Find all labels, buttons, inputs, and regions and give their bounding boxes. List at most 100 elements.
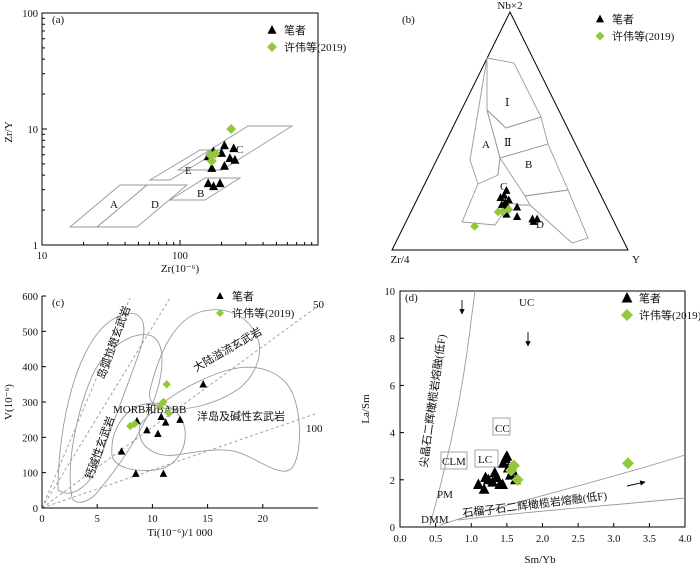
panel-b-field-i-label: Ⅰ — [505, 97, 509, 109]
panel-d-xtick-label-2: 1.0 — [465, 534, 478, 545]
panel-b-point-s1-3 — [470, 221, 480, 231]
panel-d-ytick-label-1: 2 — [390, 476, 395, 487]
panel-b-legend-marker-1 — [595, 31, 605, 41]
panel-c-point-s0-9 — [154, 429, 162, 437]
panel-a-ytick-label-0: 1 — [33, 241, 38, 252]
panel-c-xlabel: Ti(10⁻⁶)/1 000 — [147, 527, 213, 539]
panel-b-point-s0-11 — [502, 186, 511, 194]
panel-d-trend-arrow-right — [626, 480, 646, 487]
panel-d-sm-yb-chart: (d) La/Sm Sm/Yb UC CC LC CLM PM DMM 尖晶石二… — [360, 287, 700, 566]
panel-a-point-s0-0 — [203, 178, 213, 188]
panel-b-point-s0-10 — [529, 216, 538, 225]
panel-a-xtick-label-1: 100 — [172, 251, 188, 262]
panel-a-field-c — [176, 125, 294, 171]
panel-c-point-s0-7 — [132, 469, 140, 477]
panel-b-label: (b) — [402, 14, 415, 26]
panel-d-point-s0-8 — [501, 450, 513, 461]
panel-d-point-s0-14 — [480, 471, 491, 482]
panel-c-legend-marker-0 — [216, 292, 224, 299]
panel-b-point-s0-0 — [496, 193, 505, 202]
panel-a-ytick-label-1: 10 — [28, 125, 39, 136]
panel-a-field-b — [168, 177, 242, 201]
panel-a-point-s0-11 — [229, 143, 239, 153]
panel-a-legend-label-0: 笔者 — [284, 23, 306, 37]
panel-c-legend-label-1: 许伟等(2019) — [232, 306, 295, 320]
panel-a-point-s0-6 — [225, 153, 235, 162]
panel-d-cc-label: CC — [495, 423, 510, 435]
panel-b-field-c-label: C — [500, 181, 507, 193]
panel-a-point-s0-7 — [230, 155, 240, 164]
panel-b-triangle — [391, 10, 629, 251]
panel-c-xtick-label-3: 15 — [202, 514, 213, 525]
panel-d-lc-label: LC — [478, 454, 492, 466]
panel-b-point-s0-12 — [501, 197, 510, 206]
panel-a-frame — [41, 12, 319, 246]
panel-c-field-morb-babb — [111, 402, 186, 471]
panel-b-point-s0-7 — [513, 212, 522, 221]
panel-c-legend-marker-1 — [216, 309, 224, 317]
panel-c-point-s0-0 — [117, 447, 126, 455]
panel-d-legend-marker-0 — [621, 292, 633, 303]
panel-c-xtick-label-0: 0 — [39, 514, 44, 525]
panel-d-ytick-label-4: 8 — [390, 334, 395, 345]
panel-c-ytick-label-5: 500 — [22, 327, 38, 338]
panel-d-legend-label-1: 许伟等(2019) — [639, 308, 700, 322]
panel-a-field-a — [68, 184, 149, 228]
panel-c-ytick-label-2: 200 — [22, 433, 38, 444]
panel-d-point-s1-1 — [508, 459, 520, 472]
panel-a-field-b-label: B — [197, 188, 204, 200]
panel-d-point-s1-0 — [505, 464, 518, 477]
panel-a-xtick-label-0: 10 — [37, 251, 48, 262]
panel-d-point-s0-15 — [489, 466, 501, 478]
panel-d-point-s1-3 — [622, 457, 634, 470]
panel-d-garnet-curve — [439, 454, 686, 526]
panel-d-lc-box — [474, 449, 499, 468]
panel-c-point-s0-4 — [161, 418, 170, 426]
panel-b-field-d — [524, 189, 589, 244]
panel-b-field-ii-label: Ⅱ — [504, 137, 511, 149]
panel-d-xtick-label-8: 4.0 — [678, 534, 691, 545]
panel-a-xlabel: Zr(10⁻⁶) — [161, 263, 200, 275]
panel-c-field-flood-basalt — [149, 309, 261, 410]
panel-c-point-s1-3 — [159, 397, 168, 407]
panel-c-point-s0-8 — [159, 469, 168, 477]
panel-c-point-s0-2 — [143, 426, 151, 434]
panel-a-point-s1-3 — [226, 124, 237, 134]
panel-d-spinel-label: 尖晶石二辉橄榄岩熔融(低F) — [416, 333, 449, 468]
panel-d-ticks: 0 2 4 6 8 10 0.0 0.5 1.0 1.5 2.0 2.5 3.0 3.5 4.0 — [385, 287, 692, 545]
panel-b-field-c — [497, 156, 531, 206]
panel-d-uc-label: UC — [519, 297, 534, 309]
panel-c-ytick-label-6: 600 — [22, 292, 38, 303]
panel-b-field-b-label: B — [525, 159, 532, 171]
panel-b-apex-top: Nb×2 — [497, 0, 522, 12]
panel-a-legend-marker-0 — [267, 25, 277, 34]
panel-c-point-s1-4 — [162, 380, 171, 389]
panel-c-ratio-label-100: 100 — [306, 423, 323, 435]
panel-c-point-s1-1 — [130, 419, 139, 429]
panel-b-point-s0-5 — [513, 202, 522, 211]
panel-c-field-ocean-island-label: 洋岛及碱性玄武岩 — [197, 409, 285, 423]
panel-d-ytick-label-3: 6 — [390, 381, 395, 392]
panel-a-point-s1-2 — [205, 149, 216, 160]
panel-c-point-s1-5 — [164, 409, 174, 418]
panel-d-spinel-curve — [429, 290, 476, 526]
panel-a-field-e — [148, 149, 222, 181]
panel-d-legend-marker-1 — [621, 309, 633, 321]
panel-c-ticks: 0 100 200 300 400 500 600 0 5 10 15 20 — [22, 292, 268, 525]
panel-c-ytick-label-1: 100 — [22, 469, 38, 480]
panel-d-ytick-label-2: 4 — [390, 429, 396, 440]
panel-b-field-d-label: D — [536, 219, 544, 231]
panel-a-point-s0-1 — [209, 181, 219, 191]
panel-a-point-s0-5 — [219, 140, 229, 150]
panel-d-ytick-label-0: 0 — [390, 523, 395, 534]
panel-d-xtick-label-0: 0.0 — [393, 534, 406, 545]
panel-b-marks — [470, 186, 542, 231]
panel-c-xtick-label-2: 10 — [147, 514, 158, 525]
panel-c-field-arc-tholeiite-label: 岛弧拉斑玄武岩 — [94, 304, 133, 381]
panel-b-point-s1-2 — [504, 205, 514, 215]
panel-a-label: (a) — [52, 14, 65, 26]
